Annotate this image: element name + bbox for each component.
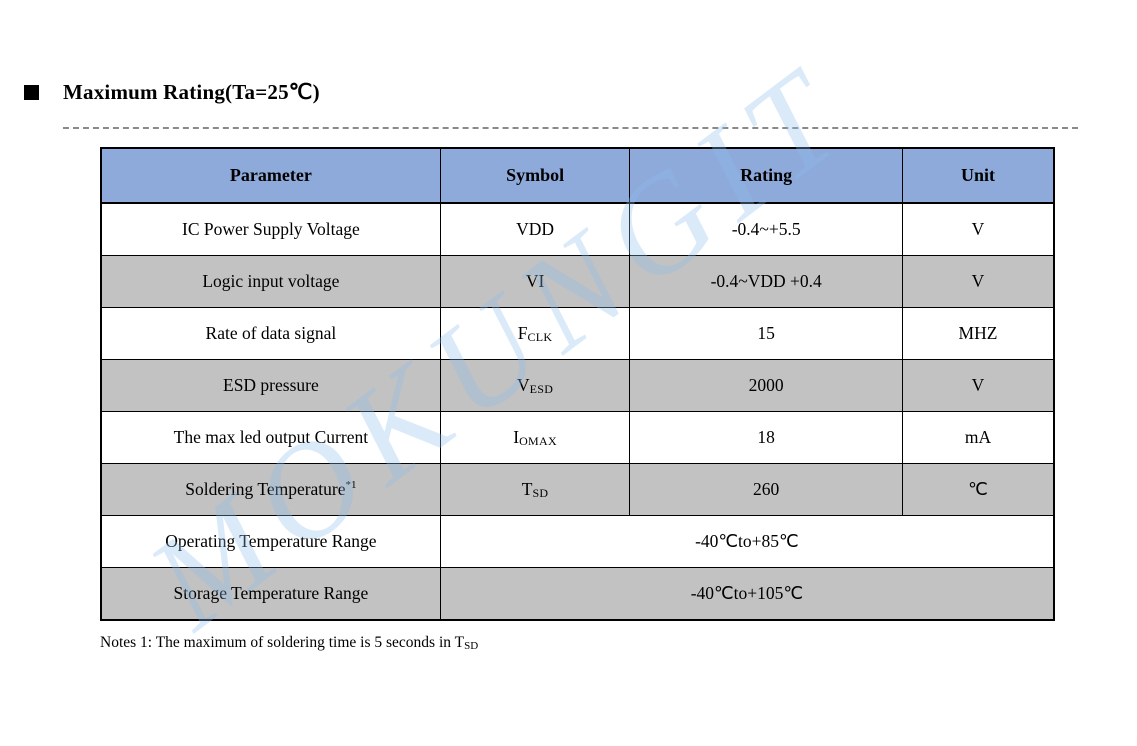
symbol-subscript: SD bbox=[532, 485, 549, 500]
cell-parameter: IC Power Supply Voltage bbox=[100, 202, 441, 256]
dashed-divider bbox=[63, 127, 1078, 129]
cell-merged-value: -40℃to+105℃ bbox=[439, 567, 1055, 621]
table-row: ESD pressure VESD 2000 V bbox=[100, 359, 1055, 412]
cell-parameter: Rate of data signal bbox=[100, 307, 441, 360]
parameter-text: Logic input voltage bbox=[202, 271, 340, 291]
cell-rating: 18 bbox=[629, 411, 903, 464]
footnote: Notes 1: The maximum of soldering time i… bbox=[100, 634, 478, 652]
table-row: Storage Temperature Range -40℃to+105℃ bbox=[100, 567, 1055, 621]
cell-rating: 260 bbox=[629, 463, 903, 516]
maximum-rating-table-container: Parameter Symbol Rating Unit IC Power Su… bbox=[100, 147, 1055, 621]
column-header-unit: Unit bbox=[901, 147, 1055, 204]
cell-unit: V bbox=[901, 359, 1055, 412]
table-row: IC Power Supply Voltage VDD -0.4~+5.5 V bbox=[100, 202, 1055, 256]
table-row: The max led output Current IOMAX 18 mA bbox=[100, 411, 1055, 464]
column-header-symbol: Symbol bbox=[439, 147, 631, 204]
symbol-subscript: CLK bbox=[527, 329, 553, 344]
parameter-text: The max led output Current bbox=[173, 427, 369, 447]
footnote-marker: *1 bbox=[345, 479, 357, 492]
table-header-row: Parameter Symbol Rating Unit bbox=[100, 147, 1055, 204]
table-row: Operating Temperature Range -40℃to+85℃ bbox=[100, 515, 1055, 568]
cell-parameter: Operating Temperature Range bbox=[100, 515, 441, 568]
cell-symbol: VDD bbox=[439, 202, 631, 256]
cell-symbol: VESD bbox=[439, 359, 631, 412]
cell-unit: MHZ bbox=[901, 307, 1055, 360]
table-row: Logic input voltage VI -0.4~VDD +0.4 V bbox=[100, 255, 1055, 308]
cell-symbol: TSD bbox=[439, 463, 631, 516]
symbol-base: T bbox=[521, 478, 533, 499]
symbol-base: VDD bbox=[516, 218, 555, 239]
parameter-text: ESD pressure bbox=[223, 375, 319, 395]
cell-symbol: IOMAX bbox=[439, 411, 631, 464]
cell-parameter: ESD pressure bbox=[100, 359, 441, 412]
cell-symbol: FCLK bbox=[439, 307, 631, 360]
symbol-base: F bbox=[517, 322, 528, 343]
symbol-subscript: OMAX bbox=[519, 433, 557, 448]
symbol-subscript: ESD bbox=[529, 381, 554, 396]
cell-unit: mA bbox=[901, 411, 1055, 464]
column-header-rating: Rating bbox=[629, 147, 903, 204]
cell-symbol: VI bbox=[439, 255, 631, 308]
footnote-text: Notes 1: The maximum of soldering time i… bbox=[100, 634, 465, 651]
section-header: Maximum Rating(Ta=25℃) bbox=[24, 80, 320, 105]
symbol-base: V bbox=[516, 374, 530, 395]
column-header-parameter: Parameter bbox=[100, 147, 441, 204]
cell-unit: ℃ bbox=[901, 463, 1055, 516]
cell-parameter: The max led output Current bbox=[100, 411, 441, 464]
cell-merged-value: -40℃to+85℃ bbox=[439, 515, 1055, 568]
section-title: Maximum Rating(Ta=25℃) bbox=[63, 80, 320, 104]
cell-parameter: Storage Temperature Range bbox=[100, 567, 441, 621]
table-row: Soldering Temperature*1 TSD 260 ℃ bbox=[100, 463, 1055, 516]
cell-rating: 15 bbox=[629, 307, 903, 360]
maximum-rating-table: Parameter Symbol Rating Unit IC Power Su… bbox=[100, 147, 1055, 621]
table-row: Rate of data signal FCLK 15 MHZ bbox=[100, 307, 1055, 360]
symbol-base: I bbox=[513, 426, 520, 447]
parameter-text: Soldering Temperature bbox=[185, 479, 346, 499]
cell-rating: 2000 bbox=[629, 359, 903, 412]
parameter-text: IC Power Supply Voltage bbox=[182, 219, 360, 239]
cell-rating: -0.4~+5.5 bbox=[629, 202, 903, 256]
cell-unit: V bbox=[901, 202, 1055, 256]
parameter-text: Rate of data signal bbox=[205, 323, 337, 343]
section-bullet-icon bbox=[24, 85, 39, 100]
cell-rating: -0.4~VDD +0.4 bbox=[629, 255, 903, 308]
cell-parameter: Logic input voltage bbox=[100, 255, 441, 308]
cell-unit: V bbox=[901, 255, 1055, 308]
symbol-base: VI bbox=[525, 270, 545, 291]
footnote-subscript: SD bbox=[464, 640, 479, 653]
cell-parameter: Soldering Temperature*1 bbox=[100, 463, 441, 516]
